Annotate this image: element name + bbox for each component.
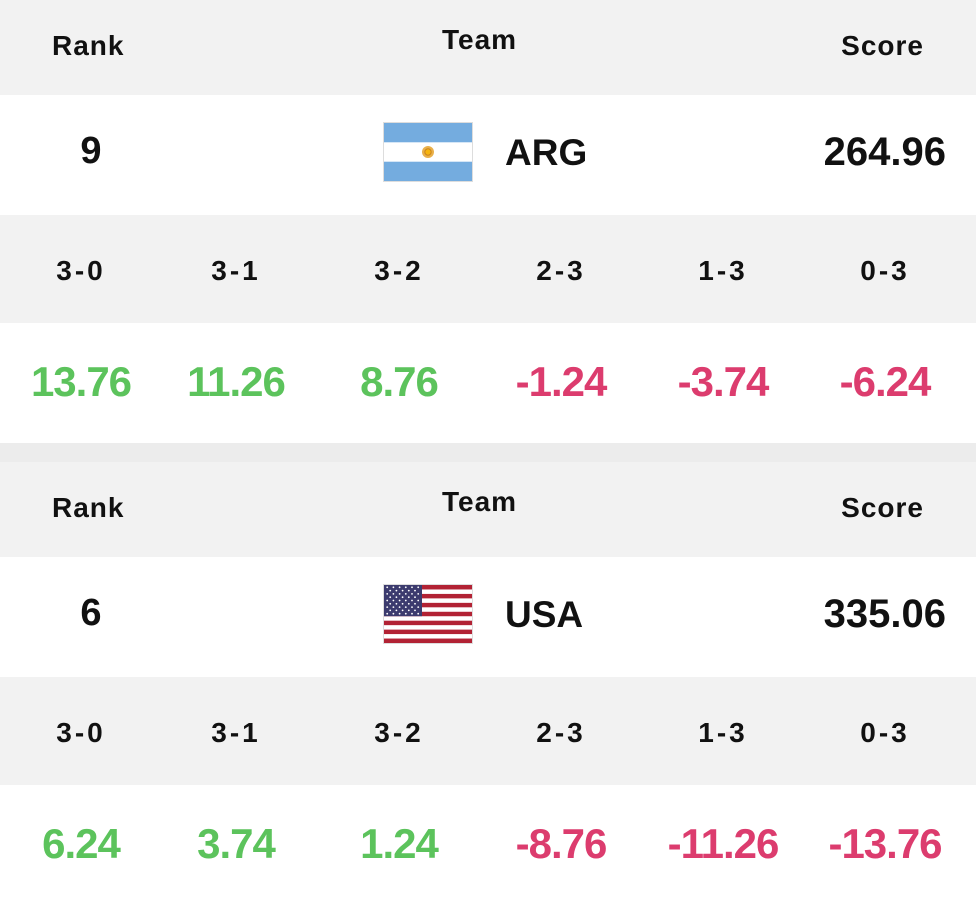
score-delta: -3.74 — [677, 358, 770, 405]
outcome-labels-row: 3-0 3-1 3-2 2-3 1-3 0-3 — [0, 677, 976, 785]
team-row: 9 ARG 264.96 — [0, 95, 976, 215]
score-delta: 8.76 — [360, 358, 439, 405]
score-delta: 6.24 — [42, 820, 121, 867]
team-code: USA — [505, 594, 584, 635]
score-delta: -6.24 — [839, 358, 932, 405]
header-row: Rank Team Score — [0, 0, 976, 95]
rank-header: Rank — [52, 492, 125, 523]
team-header: Team — [442, 24, 518, 55]
rank-value: 9 — [80, 130, 102, 172]
score-delta: 13.76 — [30, 358, 132, 405]
score-delta: -1.24 — [515, 358, 608, 405]
score-delta-row: 13.76 11.26 8.76 -1.24 -3.74 -6.24 — [0, 323, 976, 443]
outcome-label: 1-3 — [698, 255, 748, 286]
score-header: Score — [841, 30, 924, 61]
score-value: 264.96 — [823, 130, 946, 174]
score-delta: -11.26 — [667, 820, 780, 867]
score-delta: -8.76 — [515, 820, 608, 867]
argentina-flag-icon — [383, 122, 473, 182]
outcome-labels-row: 3-0 3-1 3-2 2-3 1-3 0-3 — [0, 215, 976, 323]
card-divider — [0, 443, 976, 462]
score-delta: 11.26 — [187, 358, 286, 405]
header-row: Rank Team Score — [0, 462, 976, 557]
rank-header: Rank — [52, 30, 125, 61]
score-delta: 3.74 — [197, 820, 276, 867]
outcome-label: 3-2 — [374, 717, 424, 748]
team-header: Team — [442, 486, 518, 517]
score-delta: -13.76 — [828, 820, 942, 867]
score-delta-row: 6.24 3.74 1.24 -8.76 -11.26 -13.76 — [0, 785, 976, 905]
rank-value: 6 — [80, 592, 102, 634]
outcome-label: 0-3 — [860, 255, 910, 286]
team-row: 6 USA 335.06 — [0, 557, 976, 677]
score-value: 335.06 — [823, 592, 946, 636]
score-delta: 1.24 — [360, 820, 439, 867]
outcome-label: 3-0 — [56, 255, 106, 286]
outcome-label: 3-2 — [374, 255, 424, 286]
outcome-label: 3-0 — [56, 717, 106, 748]
outcome-label: 2-3 — [536, 255, 586, 286]
outcome-label: 0-3 — [860, 717, 910, 748]
outcome-label: 1-3 — [698, 717, 748, 748]
outcome-label: 2-3 — [536, 717, 586, 748]
outcome-label: 3-1 — [211, 717, 261, 748]
usa-flag-icon — [383, 584, 473, 644]
team-code: ARG — [505, 132, 588, 173]
score-header: Score — [841, 492, 924, 523]
outcome-label: 3-1 — [211, 255, 261, 286]
